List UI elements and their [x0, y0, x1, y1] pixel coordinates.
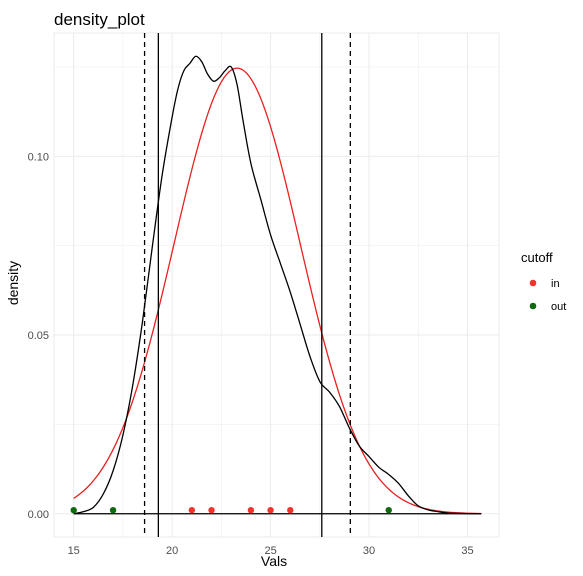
kde-curve: [73, 55, 482, 515]
axis-layer: 15 20 25 30 35 0.00 0.05 0.10: [28, 151, 474, 557]
x-tick-label: 20: [166, 545, 178, 557]
panel-border: [53, 32, 500, 538]
legend-key-in: [529, 279, 537, 287]
legend-title: cutoff: [521, 250, 553, 265]
data-layer: [70, 33, 482, 537]
x-tick-label: 30: [363, 545, 375, 557]
point-in: [267, 506, 274, 514]
point-in: [287, 506, 294, 514]
point-out: [109, 506, 117, 514]
x-tick-label: 15: [68, 545, 80, 557]
normal-fit-curve: [73, 67, 482, 515]
y-tick-label: 0.10: [28, 151, 49, 163]
legend-label-out: out: [551, 301, 566, 313]
y-axis-title: density: [5, 261, 21, 305]
point-in: [208, 506, 215, 514]
legend: cutoff in out: [521, 250, 566, 313]
legend-key-out: [529, 302, 537, 310]
x-tick-label: 35: [461, 545, 473, 557]
point-out: [385, 506, 392, 514]
point-in: [188, 506, 196, 514]
x-tick-label: 25: [264, 545, 276, 557]
y-tick-label: 0.05: [28, 330, 49, 342]
point-out: [70, 506, 77, 514]
point-in: [247, 506, 255, 514]
legend-label-in: in: [551, 278, 560, 290]
chart-title: density_plot: [54, 10, 145, 29]
y-tick-label: 0.00: [28, 509, 49, 521]
x-axis-title: Vals: [261, 553, 287, 569]
